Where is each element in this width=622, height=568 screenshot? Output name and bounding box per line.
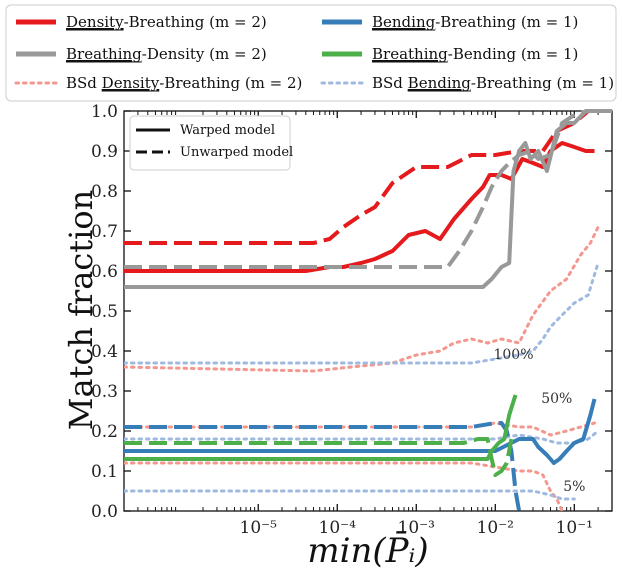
legend-entry: BSd Bending-Breathing (m = 1) xyxy=(320,74,614,92)
y-tick-label: 0.9 xyxy=(91,142,118,162)
y-tick-label: 0.8 xyxy=(91,182,118,202)
y-axis-title: Match fraction xyxy=(62,190,100,431)
x-tick-label: 10⁻² xyxy=(477,518,514,538)
series-layer xyxy=(124,109,612,511)
legend-entry: BSd Density-Breathing (m = 2) xyxy=(14,74,302,92)
legend-label: Bending-Breathing (m = 1) xyxy=(372,13,578,31)
legend-label: Breathing-Density (m = 2) xyxy=(66,45,267,63)
series-line-bending-breathing-m-1--unwarped-model xyxy=(124,421,522,511)
series-line-bending-breathing-m-1--warped-model xyxy=(124,398,597,465)
x-tick-label: 10⁻⁵ xyxy=(240,518,278,538)
y-tick-label: 0.4 xyxy=(91,342,118,362)
y-tick-label: 1.0 xyxy=(91,102,118,122)
annotation-layer: 100% 50% 5% xyxy=(493,347,585,495)
series-line-bsd-bending-breathing-m-1--5- xyxy=(124,489,576,501)
y-tick-label: 0.1 xyxy=(91,462,118,482)
legend-entry: Breathing-Density (m = 2) xyxy=(16,45,267,63)
x-axis-title: min(P̄ᵢ) xyxy=(307,530,428,568)
y-tick-label: 0.7 xyxy=(91,222,118,242)
legend-entry: Breathing-Bending (m = 1) xyxy=(322,45,578,63)
series-line-breathing-bending-m-1--unwarped-model xyxy=(124,437,514,477)
x-axis-title-group: min(P̄ᵢ) xyxy=(307,530,428,568)
legend-entry: Bending-Breathing (m = 1) xyxy=(322,13,578,31)
y-tick-label: 0.5 xyxy=(91,302,118,322)
legend-frame xyxy=(5,4,617,102)
percentile-annotation: 100% xyxy=(493,347,533,363)
y-tick-label: 0.2 xyxy=(91,422,118,442)
series-line-bsd-density-breathing-m-2--5- xyxy=(124,461,564,511)
series-line-bsd-bending-breathing-m-1--100- xyxy=(124,261,600,365)
y-tick-label: 0.6 xyxy=(91,262,118,282)
x-tick-label: 10⁻⁴ xyxy=(319,518,357,538)
series-line-breathing-bending-m-1--warped-model xyxy=(124,394,518,461)
legend-entry: Density-Breathing (m = 2) xyxy=(16,13,267,31)
legend-label: Density-Breathing (m = 2) xyxy=(66,13,267,31)
inner-legend-entry: Warped model xyxy=(136,123,275,138)
x-tick-label: 10⁻¹ xyxy=(556,518,593,538)
inner-legend-entry: Unwarped model xyxy=(136,145,293,160)
inner-legend-label: Warped model xyxy=(180,123,275,138)
series-line-bsd-density-breathing-m-2--50- xyxy=(124,421,596,437)
x-tick-label: 10⁻³ xyxy=(398,518,435,538)
y-tick-label: 0.3 xyxy=(91,382,118,402)
y-tick-label: 0.0 xyxy=(91,502,118,522)
series-line-breathing-density-m-2--unwarped-model xyxy=(124,109,612,269)
inner-legend-label: Unwarped model xyxy=(180,145,293,160)
legend: Density-Breathing (m = 2) Bending-Breathi… xyxy=(5,4,617,102)
legend-label: BSd Bending-Breathing (m = 1) xyxy=(372,74,614,92)
percentile-annotation: 50% xyxy=(541,391,572,407)
legend-label: Breathing-Bending (m = 1) xyxy=(372,45,578,63)
inner-legend: Warped model Unwarped model xyxy=(129,115,293,171)
percentile-annotation: 5% xyxy=(563,479,585,495)
legend-label: BSd Density-Breathing (m = 2) xyxy=(66,74,302,92)
